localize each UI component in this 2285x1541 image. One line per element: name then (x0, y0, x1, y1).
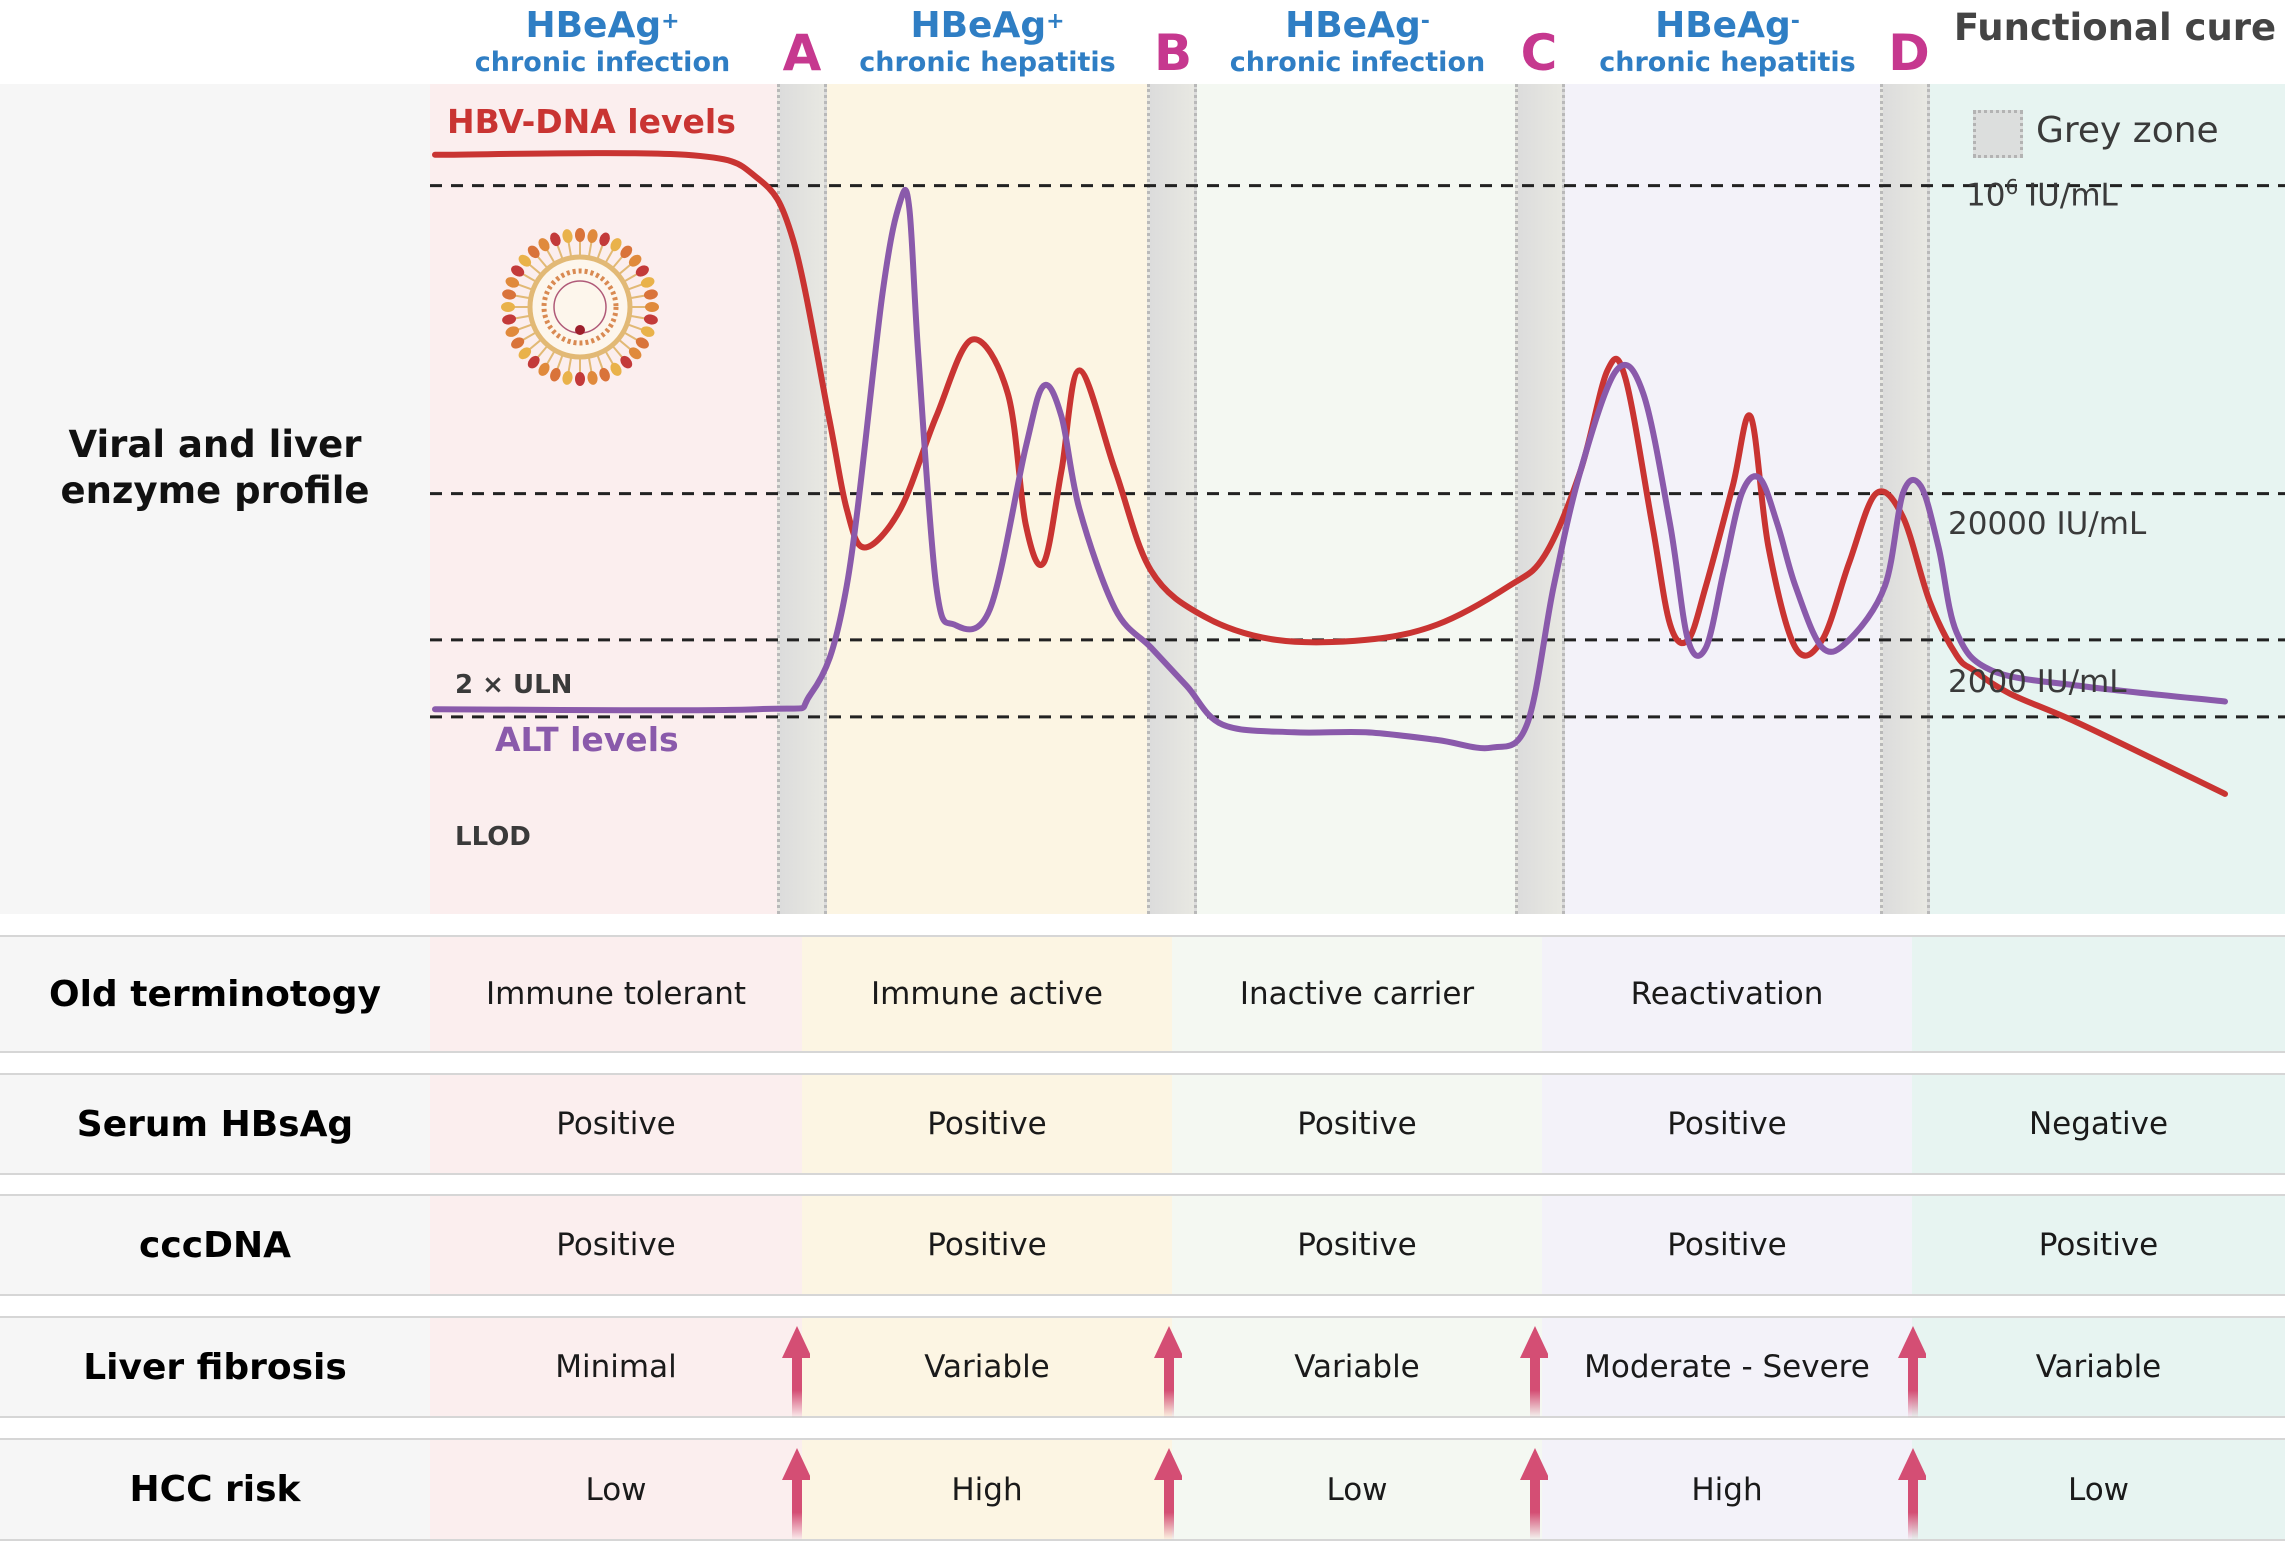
increase-arrow-icon (1154, 1448, 1182, 1540)
cell-fibrosis-2: Variable (802, 1318, 1172, 1416)
cell-hcc-1: Low (430, 1440, 802, 1539)
cell-cccdna-3: Positive (1172, 1196, 1542, 1294)
cell-cccdna-1: Positive (430, 1196, 802, 1294)
antigen-label: HBeAg (525, 5, 662, 46)
cell-cccdna-2: Positive (802, 1196, 1172, 1294)
cell-fibrosis-5: Variable (1912, 1318, 2285, 1416)
profile-label-panel (0, 84, 430, 914)
increase-arrow-icon (782, 1326, 810, 1418)
virus-icon (501, 228, 659, 386)
antigen-sign: - (1420, 9, 1430, 34)
profile-chart (430, 150, 2285, 797)
cell-fibrosis-4: Moderate - Severe (1542, 1318, 1912, 1416)
cell-hcc-2: High (802, 1440, 1172, 1539)
antigen-sign: + (1046, 9, 1065, 34)
ref-label-1e6: 106 IU/mL (1966, 175, 2118, 213)
antigen-label: HBeAg (1655, 5, 1791, 46)
row-serum-hbsag: Serum HBsAg Positive Positive Positive P… (0, 1073, 2285, 1175)
phase-band-4 (1565, 84, 1880, 914)
cell-old-term-2: Immune active (802, 937, 1172, 1051)
phase-band-3 (1197, 84, 1515, 914)
llod-label: LLOD (455, 822, 531, 852)
hbv-dna-label: HBV-DNA levels (447, 102, 736, 141)
cell-hbsag-2: Positive (802, 1075, 1172, 1173)
cell-hbsag-4: Positive (1542, 1075, 1912, 1173)
stage-label: chronic infection (1229, 47, 1486, 78)
row-label: Serum HBsAg (0, 1075, 430, 1173)
row-label: Liver fibrosis (0, 1318, 430, 1416)
transition-label-b: B (1153, 24, 1193, 82)
row-liver-fibrosis: Liver fibrosis Minimal Variable Variable… (0, 1316, 2285, 1418)
ref-label-20000: 20000 IU/mL (1948, 506, 2147, 542)
profile-label-line-1: Viral and liver (68, 423, 362, 466)
row-old-terminology: Old terminotogy Immune tolerant Immune a… (0, 935, 2285, 1053)
antigen-sign: - (1790, 9, 1800, 34)
grey-zone-b (1147, 84, 1197, 914)
ref-1e6-unit: IU/mL (2018, 177, 2118, 214)
cell-hbsag-3: Positive (1172, 1075, 1542, 1173)
transition-label-c: C (1520, 24, 1558, 82)
cell-fibrosis-3: Variable (1172, 1318, 1542, 1416)
phase-band-5 (1930, 84, 2285, 914)
cell-old-term-1: Immune tolerant (430, 937, 802, 1051)
increase-arrow-icon (1520, 1326, 1548, 1418)
cell-old-term-3: Inactive carrier (1172, 937, 1542, 1051)
cell-hbsag-1: Positive (430, 1075, 802, 1173)
phase-header-1: HBeAg+ chronic infection (430, 4, 775, 78)
cell-fibrosis-1: Minimal (430, 1318, 802, 1416)
cell-cccdna-5: Positive (1912, 1196, 2285, 1294)
transition-label-a: A (782, 24, 822, 82)
cell-hcc-5: Low (1912, 1440, 2285, 1539)
stage-label: chronic hepatitis (859, 47, 1116, 78)
antigen-label: HBeAg (910, 5, 1047, 46)
transition-label-d: D (1888, 24, 1930, 82)
hbv-dna-line (432, 150, 2228, 797)
profile-row-label: Viral and liver enzyme profile (0, 422, 430, 514)
phase-header-2: HBeAg+ chronic hepatitis (825, 4, 1150, 78)
increase-arrow-icon (1154, 1326, 1182, 1418)
increase-arrow-icon (1520, 1448, 1548, 1540)
ref-label-2000: 2000 IU/mL (1948, 664, 2127, 700)
row-hcc-risk: HCC risk Low High Low High Low (0, 1438, 2285, 1541)
grey-zone-legend-label: Grey zone (2036, 110, 2219, 151)
cell-old-term-5 (1912, 937, 2285, 1051)
cell-cccdna-4: Positive (1542, 1196, 1912, 1294)
cell-hbsag-5: Negative (1912, 1075, 2285, 1173)
row-label: Old terminotogy (0, 937, 430, 1051)
antigen-label: HBeAg (1285, 5, 1421, 46)
increase-arrow-icon (1898, 1448, 1926, 1540)
phase-band-2 (827, 84, 1147, 914)
phase-header-4: HBeAg- chronic hepatitis (1565, 4, 1890, 78)
phase-header-3: HBeAg- chronic infection (1195, 4, 1520, 78)
phase-band-1 (430, 84, 777, 914)
stage-label: chronic hepatitis (1599, 47, 1856, 78)
increase-arrow-icon (782, 1448, 810, 1540)
cell-hcc-3: Low (1172, 1440, 1542, 1539)
alt-label: ALT levels (495, 720, 679, 759)
cell-hcc-4: High (1542, 1440, 1912, 1539)
cell-old-term-4: Reactivation (1542, 937, 1912, 1051)
row-label: cccDNA (0, 1196, 430, 1294)
profile-label-line-2: enzyme profile (60, 469, 370, 512)
ref-1e6-base: 10 (1966, 177, 2006, 214)
grey-zone-c (1515, 84, 1565, 914)
ref-1e6-exp: 6 (2005, 175, 2019, 199)
phase-header-functional-cure: Functional cure (1953, 6, 2277, 49)
row-cccdna: cccDNA Positive Positive Positive Positi… (0, 1194, 2285, 1296)
uln-label: 2 × ULN (455, 670, 573, 700)
grey-zone-legend-swatch (1973, 110, 2023, 158)
alt-line (432, 186, 2228, 752)
antigen-sign: + (661, 9, 680, 34)
row-label: HCC risk (0, 1440, 430, 1539)
stage-label: chronic infection (474, 47, 731, 78)
increase-arrow-icon (1898, 1326, 1926, 1418)
